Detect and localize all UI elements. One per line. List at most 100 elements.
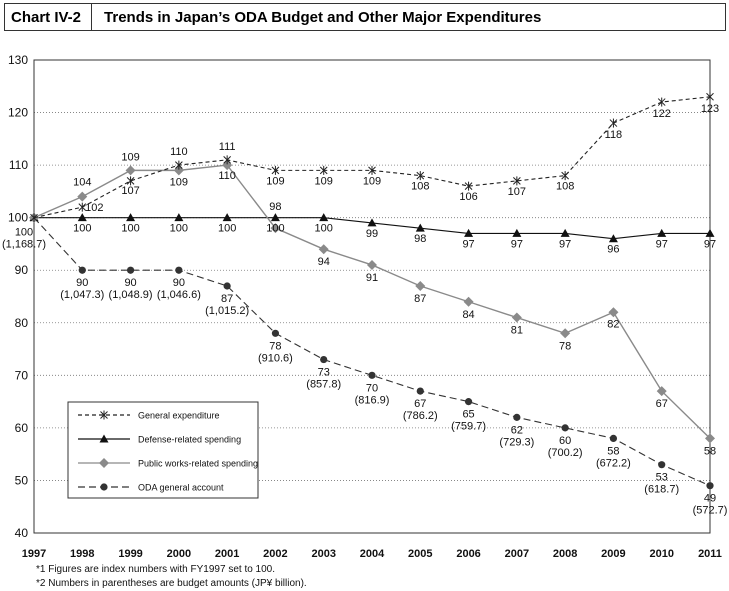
- x-tick-label: 2005: [408, 548, 432, 560]
- point-1-8: [415, 223, 425, 232]
- y-tick-label: 90: [15, 263, 29, 277]
- x-tick-label: 2009: [601, 548, 625, 560]
- data-label-line: (857.8): [306, 379, 341, 391]
- data-label-line: (572.7): [693, 505, 728, 517]
- y-tick-label: 60: [15, 421, 29, 435]
- point-3-1: [78, 266, 86, 274]
- x-tick-label: 2002: [263, 548, 287, 560]
- data-label-2-8: 87: [414, 293, 426, 305]
- point-3-10: [513, 413, 521, 421]
- data-label-2-7: 91: [366, 272, 378, 284]
- point-2-2: [125, 165, 136, 176]
- data-label-line: 109: [363, 175, 381, 187]
- data-label-line: (786.2): [403, 410, 438, 422]
- data-label-0-10: 107: [508, 186, 526, 198]
- point-3-12: [609, 434, 618, 442]
- data-label-line: 102: [85, 202, 103, 214]
- data-label-1-6: 100: [315, 223, 333, 235]
- point-0-12: [609, 118, 618, 128]
- point-0-4: [223, 155, 231, 165]
- x-tick-label: 2001: [215, 548, 239, 560]
- y-tick-label: 50: [15, 473, 29, 487]
- footnote-1: *1 Figures are index numbers with FY1997…: [36, 564, 276, 575]
- point-2-13: [656, 386, 667, 397]
- point-2-10: [511, 312, 522, 323]
- data-label-line: (672.2): [596, 457, 631, 469]
- series-lines: [29, 92, 715, 490]
- data-label-line: 70: [366, 382, 378, 394]
- x-tick-label: 2010: [649, 548, 673, 560]
- data-label-line: 81: [511, 325, 523, 337]
- data-label-line: 53: [656, 472, 668, 484]
- y-tick-label: 100: [8, 211, 28, 225]
- data-label-line: 91: [366, 272, 378, 284]
- data-labels: 102 107 110 111 109 109 109 108 106 107 108 118 122 1…: [2, 103, 727, 517]
- data-label-1-13: 97: [656, 238, 668, 250]
- x-tick-label: 2003: [311, 548, 335, 560]
- series-line-0: [33, 96, 711, 219]
- point-1-13: [657, 228, 667, 237]
- data-label-line: (910.6): [258, 352, 293, 364]
- data-label-2-10: 81: [511, 325, 523, 337]
- data-label-line: 109: [170, 176, 188, 188]
- data-label-line: 82: [607, 318, 619, 330]
- data-label-1-1: 100: [73, 223, 91, 235]
- data-label-line: 106: [459, 191, 477, 203]
- line-chart: 40 50 60 70 80 90 100 110 120 130 1997 1998 1999 2000…: [2, 53, 727, 560]
- point-2-8: [415, 280, 426, 291]
- point-3-7: [368, 371, 376, 379]
- data-label-line: 109: [266, 175, 284, 187]
- point-1-9: [464, 228, 474, 237]
- data-label-1-4: 100: [218, 223, 236, 235]
- data-label-line: 65: [462, 409, 474, 421]
- point-2-6: [318, 244, 329, 255]
- data-label-line: 84: [462, 309, 474, 321]
- x-tick-label: 2004: [360, 548, 385, 560]
- y-tick-label: 40: [15, 526, 29, 540]
- data-label-line: 100: [15, 227, 33, 239]
- data-label-3-2: 90 (1,048.9): [109, 277, 153, 301]
- point-3-13: [658, 461, 666, 469]
- point-0-9: [464, 181, 473, 191]
- legend-label-1: Defense-related spending: [138, 435, 241, 445]
- data-label-3-7: 70 (816.9): [355, 382, 390, 406]
- footnote-2: *2 Numbers in parentheses are budget amo…: [36, 578, 307, 589]
- point-0-0: [30, 213, 38, 223]
- point-0-2: [126, 176, 135, 186]
- data-label-2-9: 84: [462, 309, 474, 321]
- data-label-line: 78: [559, 340, 571, 352]
- data-label-line: 96: [607, 244, 619, 256]
- data-label-2-14: 58: [704, 445, 716, 457]
- data-label-line: 107: [121, 185, 139, 197]
- data-label-3-14: 49 (572.7): [693, 493, 728, 517]
- data-label-3-4: 87 (1,015.2): [205, 293, 249, 317]
- x-tick-label: 2008: [553, 548, 577, 560]
- data-label-0-1: 102: [85, 202, 103, 214]
- data-label-2-5: 98: [269, 201, 281, 213]
- data-label-line: 100: [170, 223, 188, 235]
- x-tick-label: 2006: [456, 548, 480, 560]
- footnotes: *1 Figures are index numbers with FY1997…: [36, 563, 307, 591]
- x-tick-label: 1999: [118, 548, 142, 560]
- point-1-3: [174, 213, 184, 222]
- data-label-line: (1,046.6): [157, 289, 201, 301]
- data-label-line: 107: [508, 186, 526, 198]
- data-label-line: 100: [266, 223, 284, 235]
- data-label-0-6: 109: [315, 175, 333, 187]
- legend-label-3: ODA general account: [138, 483, 224, 493]
- data-label-3-12: 58 (672.2): [596, 445, 631, 469]
- point-2-7: [367, 259, 377, 270]
- data-label-0-13: 122: [653, 108, 671, 120]
- y-tick-label: 80: [15, 316, 29, 330]
- data-label-line: 60: [559, 435, 571, 447]
- legend-label-2: Public works-related spending: [138, 459, 258, 469]
- x-tick-label: 2011: [698, 548, 722, 560]
- data-label-2-11: 78: [559, 340, 571, 352]
- data-label-3-0: 100 (1,168.7): [2, 227, 46, 251]
- point-1-12: [608, 234, 618, 243]
- point-0-11: [561, 171, 569, 181]
- point-1-11: [560, 228, 570, 237]
- data-label-0-2: 107: [121, 185, 139, 197]
- point-0-3: [175, 160, 183, 170]
- data-label-2-3: 109: [170, 176, 188, 188]
